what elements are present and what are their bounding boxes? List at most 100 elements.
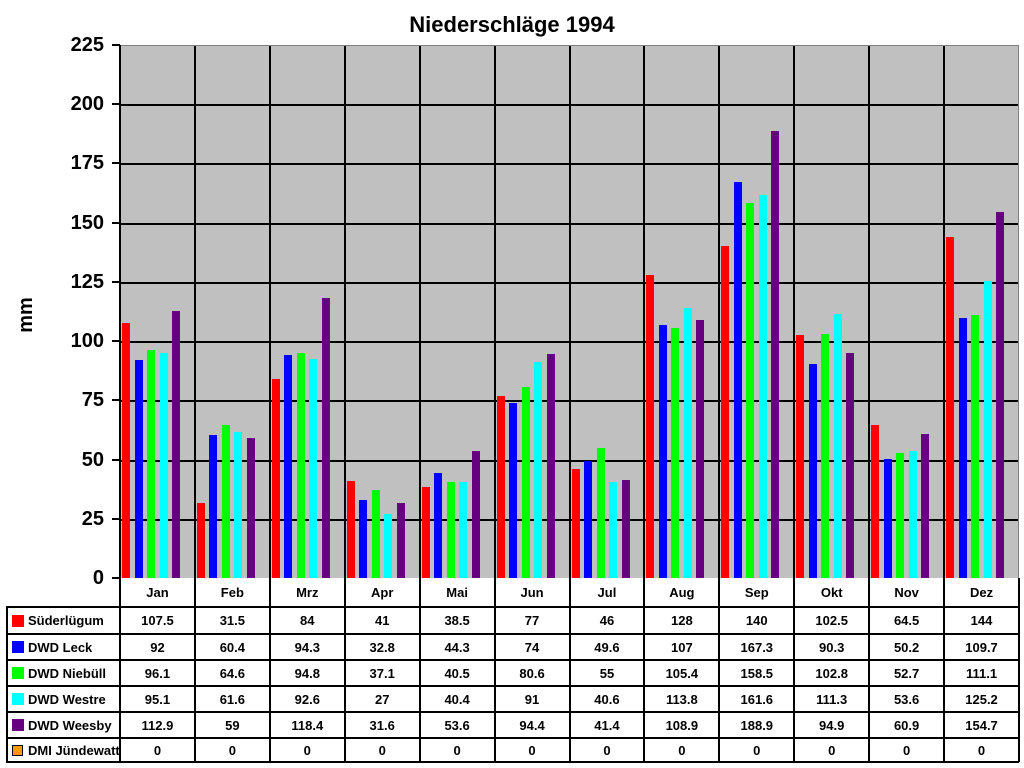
bar-dwd-leck	[434, 473, 443, 578]
legend-label: DWD Westre	[28, 691, 106, 707]
gridline-vertical	[793, 46, 796, 578]
y-tick-label: 200	[70, 93, 104, 116]
bar-s-derl-gum	[122, 323, 130, 578]
bar-dwd-westre	[234, 432, 243, 578]
bar-dwd-nieb-ll	[821, 334, 830, 578]
table-row-line	[6, 659, 1019, 661]
legend-entry: DWD Leck	[8, 634, 120, 660]
legend-entry: Süderlügum	[8, 607, 120, 634]
bar-dwd-weesby	[172, 310, 180, 578]
table-cell-value: 41	[374, 613, 390, 628]
gridline-vertical	[943, 46, 946, 578]
gridline-vertical	[343, 46, 346, 578]
table-cell-value: 109.7	[965, 639, 998, 655]
bar-dwd-westre	[908, 451, 917, 578]
table-header-month: Mai	[446, 585, 468, 600]
table-cell-value: 0	[528, 742, 536, 758]
bar-dwd-leck	[134, 360, 143, 578]
legend-swatch-icon	[12, 614, 24, 627]
table-cell-value: 102.8	[815, 665, 848, 681]
table-column-line	[343, 578, 346, 762]
table-column-line	[193, 578, 196, 762]
legend-label: Süderlügum	[28, 613, 104, 628]
table-cell-value: 0	[153, 742, 162, 758]
y-tick-label: 25	[81, 507, 104, 530]
y-tick-mark	[112, 399, 120, 402]
table-cell-value: 0	[303, 742, 311, 758]
table-cell-value: 92	[150, 639, 165, 655]
table-header-month: Dez	[969, 585, 994, 600]
table-cell-value: 0	[902, 742, 911, 758]
table-column-line	[943, 578, 946, 762]
table-cell-value: 31.6	[369, 717, 395, 733]
y-tick-mark	[112, 577, 120, 579]
table-cell-value: 0	[828, 742, 836, 758]
y-tick-mark	[112, 162, 120, 165]
gridline-vertical	[268, 46, 271, 578]
bar-s-derl-gum	[496, 395, 505, 578]
bar-dwd-nieb-ll	[896, 453, 905, 578]
bar-dwd-westre	[309, 358, 318, 578]
table-cell-value: 40.5	[444, 665, 470, 681]
table-cell-value: 95.1	[144, 691, 171, 707]
bar-dwd-nieb-ll	[746, 202, 755, 578]
table-cell-value: 46	[599, 613, 615, 628]
table-cell-value: 41.4	[594, 717, 620, 733]
y-tick-label: 175	[70, 152, 104, 175]
bar-dwd-leck	[658, 324, 667, 578]
legend-swatch-icon	[12, 719, 24, 731]
y-tick-mark	[112, 517, 120, 520]
bar-dwd-weesby	[321, 297, 330, 578]
table-row-line	[6, 633, 1019, 635]
table-row-line	[6, 606, 1019, 608]
y-tick-label: 125	[70, 270, 104, 293]
y-tick-label: 150	[70, 211, 104, 234]
bar-dwd-weesby	[771, 130, 780, 578]
table-cell-value: 188.9	[740, 717, 774, 733]
legend-entry: DMI Jündewatt	[8, 738, 120, 762]
table-header-month: Apr	[371, 585, 394, 600]
bar-dwd-westre	[159, 352, 168, 578]
gridline-vertical	[718, 46, 721, 578]
bar-dwd-westre	[758, 195, 767, 578]
table-row-line	[6, 711, 1019, 713]
table-cell-value: 112.9	[141, 717, 174, 733]
bar-dwd-weesby	[996, 211, 1005, 578]
table-cell-value: 118.4	[291, 717, 324, 733]
y-axis-label: mm	[15, 297, 37, 333]
table-row-line	[6, 737, 1019, 739]
table-cell-value: 55	[599, 665, 615, 681]
bar-dwd-leck	[284, 354, 293, 578]
table-cell-value: 53.6	[444, 717, 470, 733]
bar-dwd-westre	[384, 514, 393, 578]
table-cell-value: 61.6	[219, 691, 246, 707]
y-axis-line	[119, 45, 121, 578]
bar-dwd-weesby	[546, 354, 555, 578]
bar-dwd-leck	[359, 500, 368, 578]
table-cell-value: 158.5	[740, 665, 774, 681]
legend-entry: DWD Westre	[8, 686, 120, 712]
table-header-month: Aug	[669, 585, 695, 600]
legend-entry: DWD Niebüll	[8, 660, 120, 686]
bar-s-derl-gum	[946, 236, 955, 578]
table-cell-value: 64.5	[893, 613, 920, 628]
bar-dwd-westre	[683, 308, 692, 578]
gridline-vertical	[868, 46, 871, 578]
table-cell-value: 96.1	[144, 665, 171, 681]
legend-swatch-icon	[12, 641, 24, 653]
table-cell-value: 40.6	[594, 691, 620, 707]
table-column-line	[493, 578, 496, 762]
bar-dwd-nieb-ll	[296, 353, 305, 578]
table-cell-value: 31.5	[219, 613, 246, 628]
bar-dwd-nieb-ll	[221, 424, 230, 578]
table-cell-value: 90.3	[819, 639, 845, 655]
table-cell-value: 128	[671, 613, 693, 628]
table-cell-value: 144	[970, 613, 993, 628]
gridline-vertical	[568, 46, 571, 578]
y-tick-mark	[112, 103, 120, 106]
y-tick-label: 225	[70, 34, 104, 56]
table-cell-value: 0	[753, 742, 761, 758]
bar-dwd-weesby	[246, 438, 255, 578]
table-cell-value: 107.5	[141, 613, 174, 628]
bar-dwd-weesby	[471, 451, 480, 578]
